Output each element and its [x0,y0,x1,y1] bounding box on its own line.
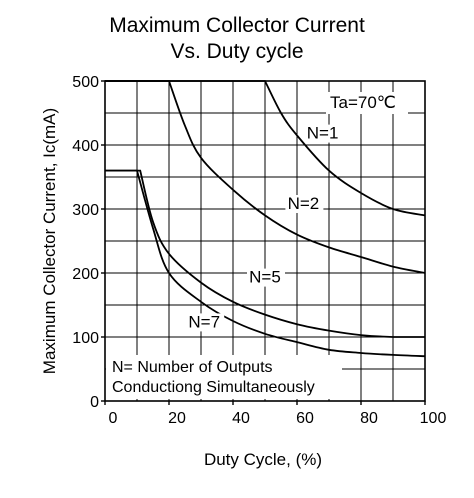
series-label: N=7 [188,312,220,331]
series-label: N=2 [288,194,320,213]
y-tick-label: 500 [72,74,99,91]
ticks: 0 20 40 60 80 100 0 100 200 300 400 500 [72,74,446,427]
series-label-background [304,124,343,143]
chart-title: Maximum Collector Current [109,14,365,37]
series-label: N=1 [307,124,339,143]
series-label: N=5 [249,268,281,287]
series-label-background [247,268,285,287]
series-line [105,169,426,358]
y-tick-label: 300 [72,202,99,219]
note-line-1: N= Number of Outputs [112,359,273,376]
series-labels: N=1 N=2 N=5 N=7 [186,124,343,332]
y-tick-label: 100 [72,330,99,347]
x-tick-label: 0 [109,410,118,427]
y-axis-label: Maximum Collector Current, Ic(mA) [40,108,59,374]
y-tick-label: 0 [90,394,99,411]
series-group [105,80,426,358]
note-line-2: Conductiong Simultaneously [112,379,315,396]
series-label-background [186,313,225,332]
x-tick-label: 80 [360,410,378,427]
x-tick-label: 60 [296,410,314,427]
condition-label-background [326,92,408,114]
x-axis-label: Duty Cycle, (%) [204,450,322,469]
chart-subtitle: Vs. Duty cycle [170,40,304,63]
x-tick-label: 40 [232,410,250,427]
x-tick-label: 20 [168,410,186,427]
series-line [105,169,425,338]
series-label-background [285,195,324,213]
x-tick-label: 100 [420,410,447,427]
series-line [105,80,426,217]
grid [105,81,425,401]
note-background [106,355,342,399]
series-line [105,80,426,274]
condition-label: Ta=70℃ [330,93,396,112]
y-tick-label: 400 [72,138,99,155]
y-tick-label: 200 [72,266,99,283]
